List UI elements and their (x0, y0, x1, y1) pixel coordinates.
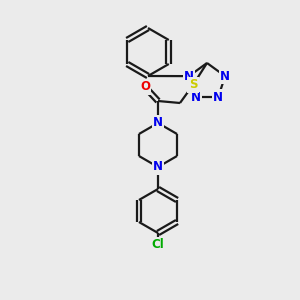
Text: N: N (191, 91, 201, 104)
Text: Cl: Cl (152, 238, 164, 251)
Text: N: N (220, 70, 230, 83)
Text: N: N (213, 91, 223, 104)
Text: N: N (153, 160, 163, 173)
Text: N: N (184, 70, 194, 83)
Text: S: S (189, 79, 197, 92)
Text: O: O (140, 80, 150, 94)
Text: N: N (153, 116, 163, 130)
